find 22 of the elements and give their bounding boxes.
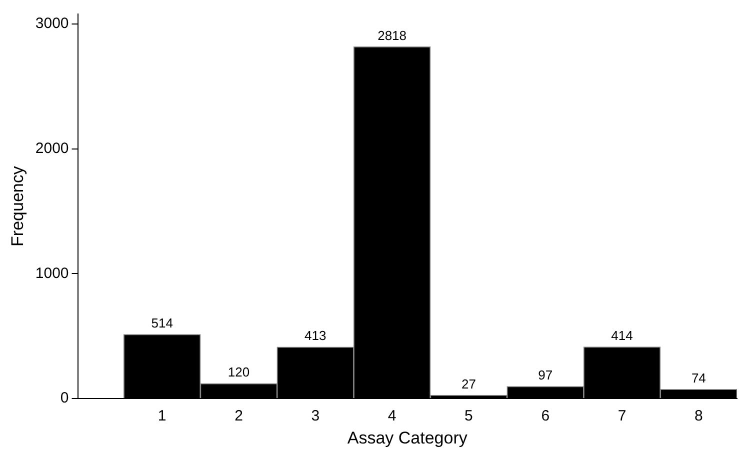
x-tick-label: 7 <box>618 408 626 425</box>
data-label: 413 <box>304 328 326 344</box>
y-tick-label: 2000 <box>35 140 69 157</box>
y-tick-label: 3000 <box>35 15 69 32</box>
x-tick-label: 1 <box>158 408 166 425</box>
data-label: 2818 <box>378 28 407 43</box>
x-tick-label: 4 <box>388 408 396 425</box>
x-tick-label: 8 <box>694 408 703 425</box>
y-axis-title: Frequency <box>8 166 27 246</box>
data-label: 120 <box>228 364 250 380</box>
x-tick-label: 2 <box>234 408 243 425</box>
data-label: 514 <box>151 315 173 330</box>
y-tick-label: 0 <box>60 390 69 407</box>
data-label: 74 <box>691 370 706 386</box>
x-tick-label: 3 <box>311 408 320 425</box>
x-axis-title: Assay Category <box>347 428 468 448</box>
x-tick-label: 5 <box>464 408 473 425</box>
data-label: 97 <box>538 368 553 383</box>
y-tick-label: 1000 <box>35 264 69 282</box>
data-label: 414 <box>611 328 633 343</box>
x-tick-label: 6 <box>541 408 550 425</box>
data-label: 27 <box>461 376 476 392</box>
